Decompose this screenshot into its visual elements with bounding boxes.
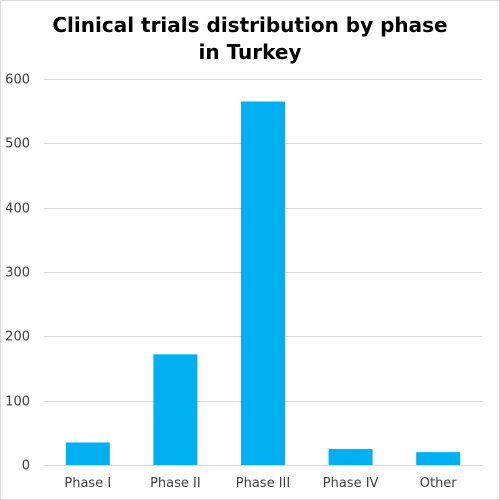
x-axis-ticks: Phase I Phase II Phase III Phase IV Other <box>64 476 457 491</box>
bar-phase-ii <box>153 354 198 465</box>
x-tick-label: Other <box>420 476 458 491</box>
y-tick-label: 500 <box>5 137 30 152</box>
x-tick-label: Phase IV <box>323 476 379 491</box>
bar-other <box>416 452 461 465</box>
y-tick-label: 400 <box>5 202 30 217</box>
y-axis-ticks: 0 100 200 300 400 500 600 <box>5 73 30 474</box>
bar-phase-i <box>65 442 110 465</box>
y-tick-label: 0 <box>22 459 30 474</box>
bar-phase-iii <box>241 101 285 466</box>
chart-title: Clinical trials distribution by phase in… <box>0 12 500 66</box>
bar-phase-iv <box>328 448 373 465</box>
x-tick-label: Phase I <box>64 476 111 491</box>
bars <box>65 101 461 466</box>
y-tick-label: 600 <box>5 73 30 88</box>
x-tick-label: Phase III <box>236 476 290 491</box>
y-tick-label: 100 <box>5 395 30 410</box>
y-tick-label: 300 <box>5 266 30 281</box>
chart-title-line-1: Clinical trials distribution by phase <box>52 13 448 37</box>
y-tick-label: 200 <box>5 330 30 345</box>
chart-title-line-2: in Turkey <box>198 40 302 64</box>
x-tick-label: Phase II <box>150 476 201 491</box>
